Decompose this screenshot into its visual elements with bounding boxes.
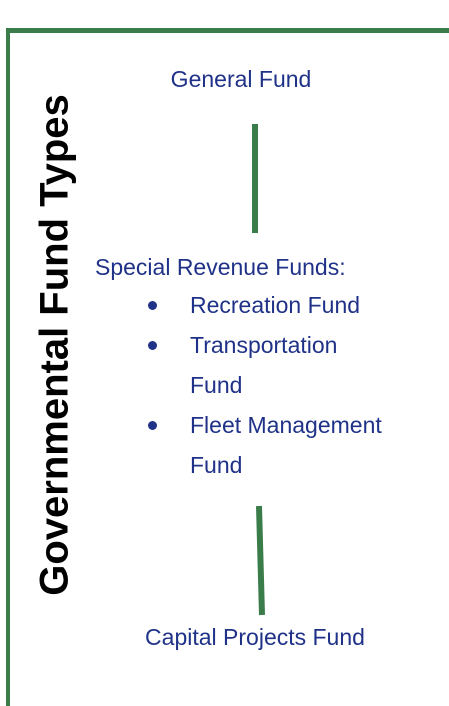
list-item: Transportation Fund: [140, 325, 395, 405]
node-label: General Fund: [170, 66, 312, 92]
list-item: Fleet Management Fund: [140, 405, 395, 485]
node-label: Special Revenue Funds:: [95, 254, 346, 280]
connector: [256, 505, 265, 616]
list-item: Recreation Fund: [140, 285, 395, 325]
node-label: Capital Projects Fund: [145, 624, 365, 650]
frame-left: [6, 28, 10, 706]
fund-list: Recreation Fund Transportation Fund Flee…: [140, 285, 395, 485]
frame-top: [6, 28, 449, 33]
